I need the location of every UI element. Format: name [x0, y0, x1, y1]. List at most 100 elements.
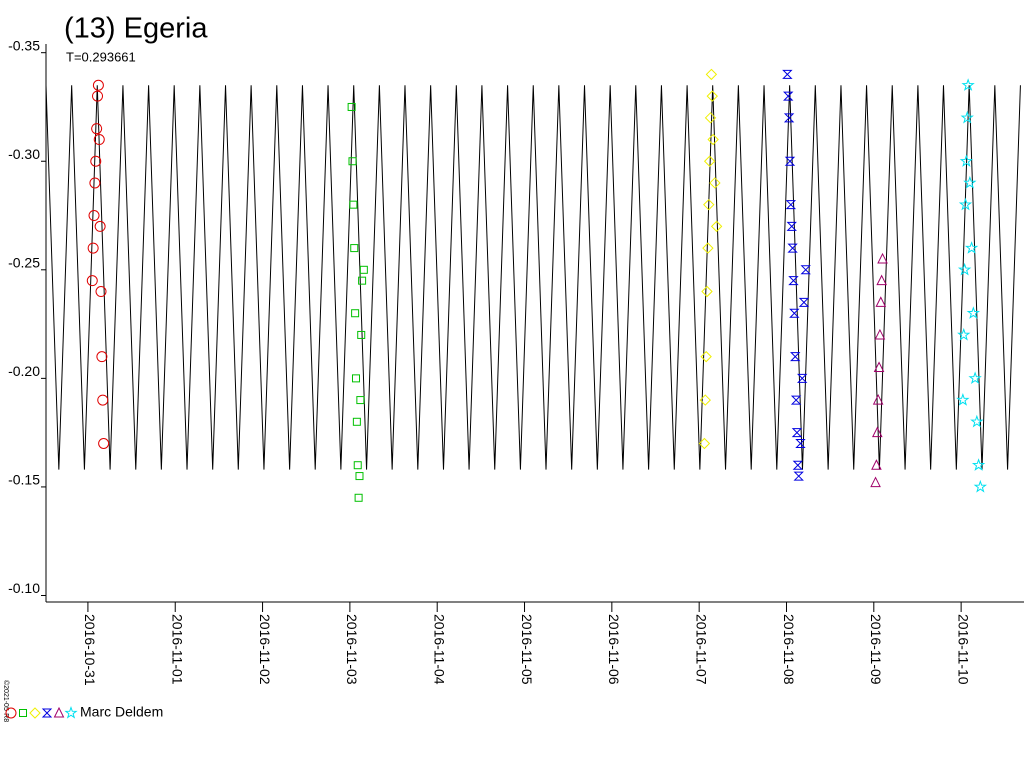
- y-tick-label: -0.25: [8, 255, 40, 271]
- data-point: [783, 91, 794, 101]
- data-point: [956, 393, 970, 406]
- x-tick-label: 2016-11-05: [519, 614, 535, 685]
- data-point: [958, 197, 973, 211]
- x-tick-label: 2016-10-31: [82, 614, 98, 686]
- data-point: [358, 276, 367, 285]
- x-tick-label: 2016-11-10: [955, 614, 971, 685]
- legend-symbol: [19, 709, 27, 717]
- y-tick-label: -0.10: [8, 580, 40, 596]
- data-point: [98, 438, 110, 450]
- data-point: [785, 200, 797, 210]
- data-point: [788, 276, 799, 286]
- data-point: [350, 244, 359, 253]
- y-tick-label: -0.30: [8, 146, 40, 162]
- data-point: [870, 476, 881, 488]
- data-point: [966, 306, 981, 319]
- data-point: [352, 417, 361, 426]
- data-point: [874, 328, 886, 340]
- data-point: [960, 110, 974, 124]
- legend-symbol: [53, 706, 65, 718]
- data-point: [959, 154, 974, 167]
- data-point: [97, 394, 109, 406]
- data-point: [795, 439, 806, 449]
- data-point: [710, 220, 723, 233]
- data-point: [709, 177, 721, 189]
- data-point: [96, 351, 108, 363]
- data-point: [90, 155, 102, 167]
- legend-label: Marc Deldem: [80, 704, 163, 720]
- data-point: [86, 275, 98, 287]
- data-point: [970, 414, 984, 428]
- data-point: [703, 198, 715, 211]
- data-point: [789, 308, 800, 318]
- data-point: [973, 479, 988, 493]
- data-point: [872, 393, 884, 405]
- data-point: [792, 460, 804, 470]
- data-point: [783, 113, 795, 123]
- data-point: [92, 79, 104, 91]
- legend-symbol: [29, 707, 41, 719]
- data-point: [786, 221, 797, 231]
- data-point: [968, 371, 982, 385]
- data-point: [93, 134, 105, 146]
- x-tick-label: 2016-11-03: [344, 614, 360, 685]
- data-point: [971, 458, 986, 471]
- data-point: [699, 394, 711, 406]
- data-point: [88, 210, 100, 222]
- data-point: [790, 395, 802, 405]
- data-point: [701, 285, 713, 298]
- data-point: [705, 68, 718, 81]
- data-point: [91, 123, 103, 135]
- data-point: [790, 352, 801, 362]
- data-point: [353, 461, 362, 470]
- data-point: [698, 437, 711, 450]
- data-point: [791, 428, 803, 438]
- x-tick-label: 2016-11-08: [781, 614, 797, 685]
- y-tick-label: -0.15: [8, 472, 40, 488]
- data-point: [964, 241, 979, 254]
- data-point: [89, 177, 101, 189]
- y-tick-label: -0.35: [8, 37, 40, 53]
- data-point: [354, 493, 363, 502]
- data-point: [349, 200, 358, 209]
- x-tick-label: 2016-11-07: [693, 614, 709, 685]
- chart-title: (13) Egeria: [64, 13, 208, 45]
- legend-symbol: [41, 708, 53, 718]
- data-point: [800, 265, 811, 275]
- data-point: [357, 330, 366, 339]
- model-curve: [45, 85, 1021, 470]
- data-point: [875, 296, 887, 307]
- chart-subtitle: T=0.293661: [66, 49, 136, 64]
- data-point: [957, 262, 972, 276]
- data-point: [871, 459, 882, 470]
- data-point: [355, 472, 364, 481]
- data-point: [359, 265, 368, 274]
- data-point: [963, 175, 977, 189]
- data-point: [351, 374, 360, 383]
- y-tick-label: -0.20: [8, 363, 40, 379]
- data-point: [94, 220, 106, 232]
- data-point: [798, 297, 810, 307]
- data-point: [793, 471, 804, 481]
- copyright: ©2021-05-R8: [2, 680, 10, 722]
- legend-symbol: [64, 705, 78, 719]
- x-tick-label: 2016-11-01: [170, 614, 186, 685]
- data-point: [87, 242, 99, 254]
- data-point: [961, 78, 975, 91]
- data-point: [876, 274, 887, 286]
- data-point: [873, 361, 885, 373]
- data-point: [871, 426, 883, 438]
- data-point: [700, 350, 712, 363]
- legend-symbol: [5, 707, 17, 719]
- data-point: [356, 396, 365, 405]
- data-point: [796, 373, 808, 383]
- data-point: [784, 156, 796, 166]
- x-tick-label: 2016-11-09: [868, 614, 884, 685]
- data-point: [957, 327, 971, 341]
- data-point: [92, 90, 104, 102]
- data-point: [707, 133, 719, 146]
- x-tick-label: 2016-11-04: [431, 614, 447, 685]
- data-point: [787, 243, 798, 253]
